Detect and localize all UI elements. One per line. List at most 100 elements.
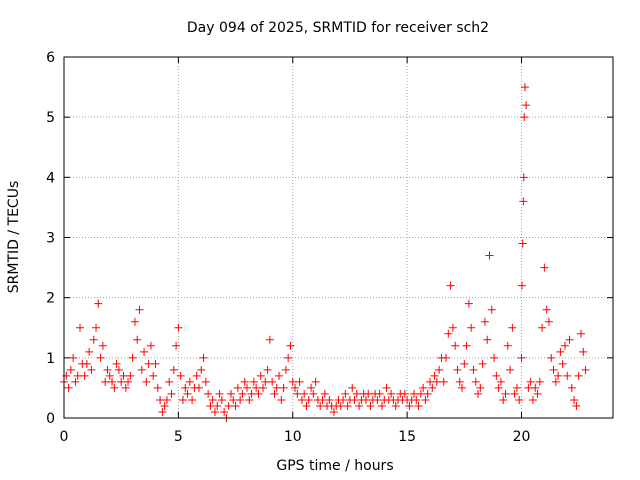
data-point [238,389,247,398]
data-point [114,365,123,374]
data-point [96,353,105,362]
data-point [82,359,91,368]
data-point [519,173,528,182]
x-tick-label: 0 [60,429,69,445]
data-point [471,377,480,386]
data-point [103,365,112,374]
data-point [178,395,187,404]
data-point [140,347,149,356]
data-point [252,383,261,392]
data-point [522,101,531,110]
data-point [226,389,235,398]
data-point [517,281,526,290]
data-point [277,395,286,404]
data-point [236,395,245,404]
x-tick-labels: 0 5 10 15 20 [60,429,531,445]
data-point [512,383,521,392]
data-point [162,395,171,404]
data-point [156,395,165,404]
data-point [275,371,284,380]
data-point [329,407,338,416]
data-point [458,383,467,392]
x-tick-label: 5 [174,429,183,445]
data-point [467,323,476,332]
x-tick-label: 10 [284,429,302,445]
data-point [66,365,75,374]
data-point [567,383,576,392]
data-point [542,305,551,314]
data-point [520,113,529,122]
data-point [231,401,240,410]
data-point [570,395,579,404]
data-point [240,377,249,386]
data-point [185,377,194,386]
data-point [341,389,350,398]
data-point [224,401,233,410]
data-point [556,347,565,356]
y-tick-label: 6 [46,50,55,66]
x-tick-label: 20 [513,429,531,445]
data-point [448,323,457,332]
data-point [265,335,274,344]
data-point [89,335,98,344]
data-point [476,383,485,392]
data-point [510,389,519,398]
data-point [135,305,144,314]
data-point [201,377,210,386]
data-point [311,377,320,386]
y-axis-label: SRMTID / TECUs [6,181,22,294]
data-point [130,317,139,326]
data-point [98,341,107,350]
data-point [483,335,492,344]
data-point [309,389,318,398]
y-tick-label: 4 [46,170,55,186]
data-point [268,377,277,386]
data-point [188,395,197,404]
data-point [400,389,409,398]
y-tick-label: 2 [46,291,55,307]
data-point [563,371,572,380]
data-point [281,365,290,374]
data-point [574,371,583,380]
data-point [172,341,181,350]
data-point [272,383,281,392]
data-point [215,389,224,398]
data-point [428,383,437,392]
data-point [366,401,375,410]
data-point [247,389,256,398]
data-point [220,407,229,416]
data-point [256,371,265,380]
data-point [169,365,178,374]
y-tick-label: 5 [46,110,55,126]
x-tick-label: 15 [398,429,416,445]
data-point [176,371,185,380]
data-point [382,383,391,392]
data-point [451,341,460,350]
data-point [304,395,313,404]
data-point [146,341,155,350]
data-point [316,401,325,410]
data-point [503,341,512,350]
data-point [336,401,345,410]
data-points [60,83,590,422]
data-point [119,371,128,380]
data-point [426,377,434,386]
data-point [137,365,146,374]
data-point [419,383,428,392]
data-point [551,377,560,386]
data-point [343,401,352,410]
data-point [391,401,400,410]
data-point [517,353,526,362]
data-point [254,389,263,398]
data-point [464,299,473,308]
data-point [279,383,288,392]
data-point [192,371,201,380]
data-point [288,377,297,386]
data-point [158,407,167,416]
data-point [270,389,279,398]
data-point [291,383,300,392]
data-point [518,239,527,248]
data-point [430,371,439,380]
data-point [531,383,540,392]
